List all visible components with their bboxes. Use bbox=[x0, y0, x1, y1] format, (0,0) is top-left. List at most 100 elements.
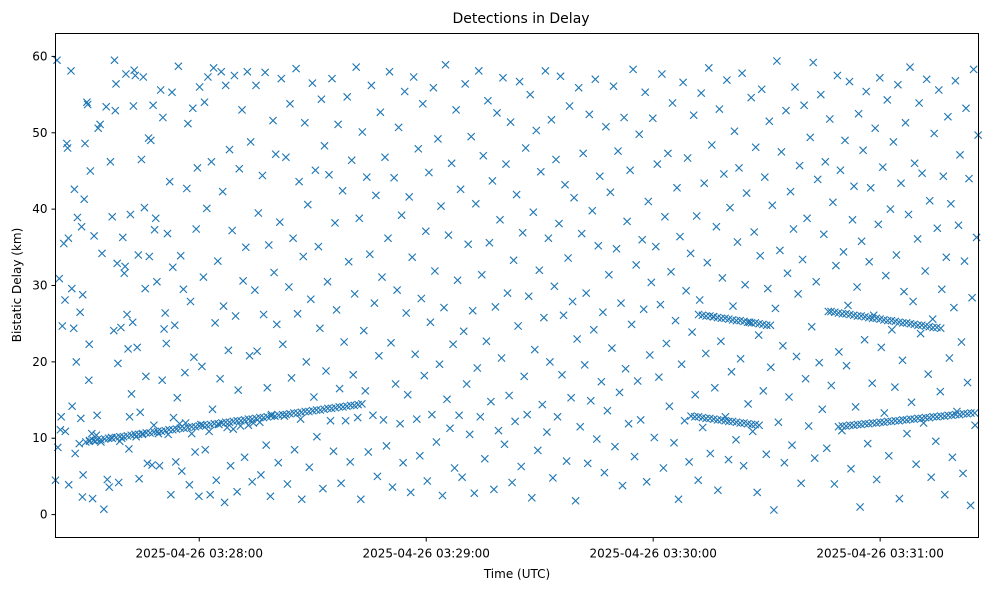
data-point bbox=[813, 175, 822, 184]
data-point bbox=[261, 68, 270, 77]
data-point bbox=[123, 310, 131, 319]
y-tick-label: 40 bbox=[32, 202, 47, 216]
data-point bbox=[508, 478, 517, 487]
data-point bbox=[621, 364, 630, 373]
data-point bbox=[674, 495, 683, 504]
data-point bbox=[435, 360, 444, 369]
data-point bbox=[143, 459, 152, 468]
data-point bbox=[641, 88, 650, 97]
data-point bbox=[349, 370, 358, 379]
data-point bbox=[583, 459, 592, 468]
data-point bbox=[702, 414, 711, 423]
data-point bbox=[663, 149, 672, 158]
data-point bbox=[98, 249, 106, 258]
data-point bbox=[69, 324, 78, 333]
data-point bbox=[429, 83, 438, 92]
data-point bbox=[579, 149, 588, 158]
data-point bbox=[801, 374, 810, 383]
data-point bbox=[638, 235, 647, 244]
data-point bbox=[314, 242, 323, 251]
data-point bbox=[545, 357, 554, 366]
data-point bbox=[851, 402, 860, 411]
data-point bbox=[376, 108, 385, 117]
data-point bbox=[152, 277, 161, 286]
data-point bbox=[715, 105, 724, 114]
data-point bbox=[959, 469, 967, 478]
data-point bbox=[161, 309, 170, 317]
data-point bbox=[71, 449, 80, 458]
data-point bbox=[830, 480, 839, 488]
data-point bbox=[821, 157, 830, 166]
data-point bbox=[353, 413, 362, 422]
data-point bbox=[158, 376, 167, 385]
y-tick-label: 20 bbox=[32, 355, 47, 369]
data-point bbox=[963, 378, 972, 387]
data-point bbox=[269, 116, 277, 125]
data-point bbox=[827, 381, 836, 390]
data-point bbox=[591, 75, 600, 84]
data-point bbox=[897, 179, 905, 188]
data-point bbox=[598, 308, 607, 317]
data-point bbox=[844, 301, 852, 310]
data-point bbox=[934, 86, 943, 94]
data-point bbox=[223, 423, 232, 432]
x-tick-label: 2025-04-26 03:30:00 bbox=[589, 547, 716, 561]
data-point bbox=[762, 450, 771, 459]
data-point bbox=[203, 73, 212, 81]
data-point bbox=[238, 105, 246, 114]
data-point bbox=[959, 409, 968, 418]
data-point bbox=[303, 200, 312, 209]
data-point bbox=[120, 269, 129, 278]
data-point bbox=[217, 67, 226, 76]
data-point bbox=[922, 75, 931, 84]
data-point bbox=[367, 81, 376, 90]
data-point bbox=[766, 363, 775, 372]
data-point bbox=[544, 234, 553, 243]
data-point bbox=[115, 432, 124, 441]
data-point bbox=[794, 289, 803, 298]
data-point bbox=[496, 215, 504, 224]
data-point bbox=[948, 453, 957, 462]
data-point bbox=[503, 289, 512, 298]
data-point bbox=[87, 429, 96, 438]
data-point bbox=[936, 412, 945, 421]
data-point bbox=[588, 206, 597, 215]
data-point bbox=[757, 85, 766, 94]
data-point bbox=[556, 72, 565, 81]
data-point bbox=[765, 117, 774, 126]
data-point bbox=[511, 417, 520, 426]
data-point bbox=[113, 359, 122, 368]
data-point bbox=[819, 230, 828, 239]
data-point bbox=[116, 323, 125, 332]
data-point bbox=[895, 494, 904, 503]
data-point bbox=[806, 133, 815, 142]
data-point bbox=[607, 344, 616, 353]
data-point bbox=[722, 76, 731, 85]
data-point bbox=[334, 120, 343, 129]
data-point bbox=[318, 484, 327, 493]
data-point bbox=[606, 188, 615, 197]
data-point bbox=[883, 316, 892, 325]
data-point bbox=[191, 448, 200, 456]
data-point bbox=[914, 414, 922, 423]
data-point bbox=[207, 157, 216, 166]
data-point bbox=[225, 145, 234, 154]
data-point bbox=[421, 227, 430, 236]
data-point bbox=[443, 395, 451, 404]
data-point bbox=[772, 57, 781, 65]
data-point bbox=[335, 384, 344, 393]
data-point bbox=[76, 414, 85, 423]
data-point bbox=[275, 218, 284, 227]
data-point bbox=[78, 493, 87, 501]
data-point bbox=[68, 402, 77, 411]
data-point bbox=[264, 241, 273, 249]
data-point bbox=[331, 218, 339, 227]
data-point bbox=[234, 386, 243, 395]
data-point bbox=[368, 411, 377, 420]
data-point bbox=[769, 506, 778, 514]
data-point bbox=[267, 412, 276, 421]
data-point bbox=[753, 488, 762, 497]
data-point bbox=[783, 269, 792, 278]
data-point bbox=[289, 234, 298, 243]
data-point bbox=[183, 119, 192, 128]
